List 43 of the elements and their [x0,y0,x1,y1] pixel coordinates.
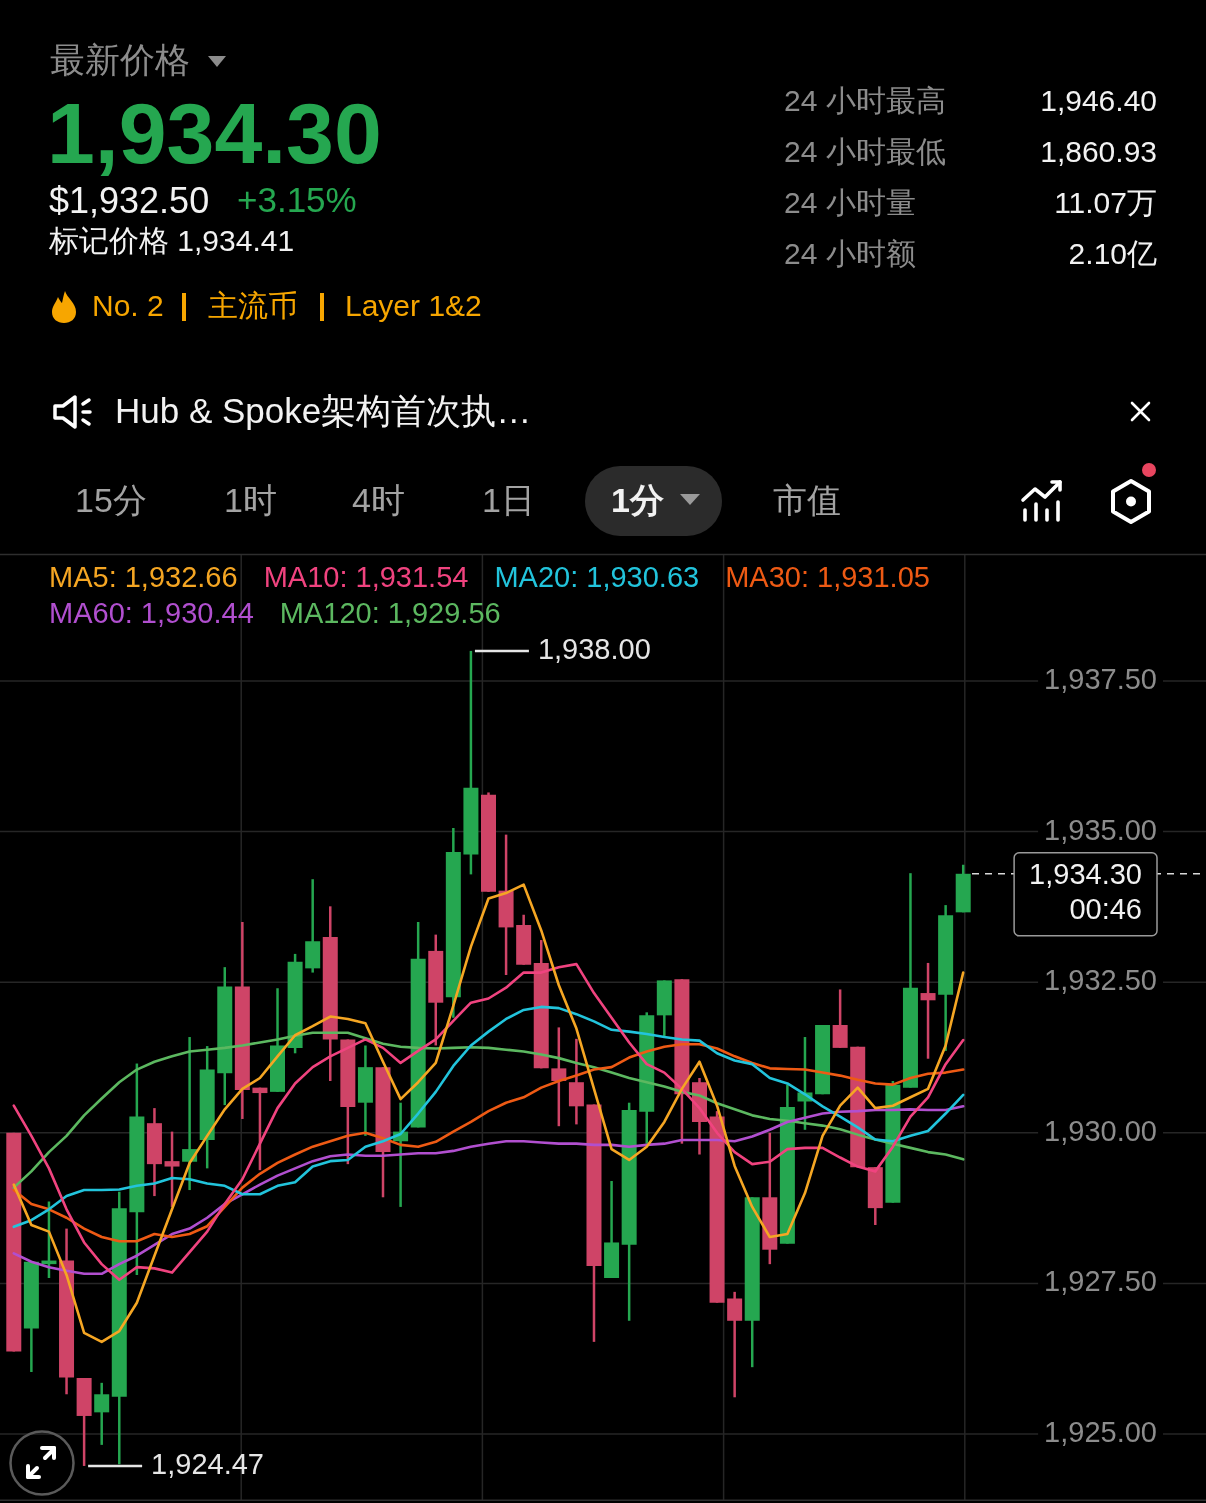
y-tick-label: 1,932.50 [1044,964,1157,997]
text: MA10: 1,931.54 [263,560,469,595]
y-tick-label: 1,930.00 [1044,1114,1157,1147]
annotation: 1,938.00 [537,632,651,665]
annotation: 1,924.47 [151,1447,265,1480]
text: Hub & Spoke架构首次执… [115,390,532,433]
text: 24 小时额 [784,236,916,273]
text: 主流币 [208,288,298,325]
candlestick [832,988,848,1050]
annotation: 00:46 [1069,892,1142,925]
text: 1,946.40 [1040,83,1157,120]
text: 15分 [75,479,147,521]
candlestick [920,961,936,1060]
candlestick [164,1130,180,1209]
y-tick-label: 1,937.50 [1044,663,1157,696]
text: 1,860.93 [1040,134,1157,171]
candlestick [94,1381,110,1447]
text: 4时 [352,479,405,521]
text: 标记价格 1,934.41 [49,223,295,260]
y-tick-label: 1,927.50 [1044,1265,1157,1298]
text: MA60: 1,930.44 [49,595,254,631]
text: 1分 [611,479,664,521]
text: 1时 [224,479,277,521]
text: 11.07万 [1054,185,1157,222]
text: 1日 [482,479,535,521]
text: 24 小时量 [784,185,916,222]
candlestick [252,1086,268,1172]
ref-line-label: 1,934.30 [1029,857,1142,890]
y-tick-label: 1,935.00 [1044,813,1157,846]
text: 24 小时最高 [784,83,946,120]
text: 市值 [773,479,841,521]
text: 2.10亿 [1068,236,1157,273]
text: Layer 1&2 [345,288,482,325]
candlestick [551,1026,567,1128]
text: MA5: 1,932.66 [49,560,238,595]
text: 24 小时最低 [784,134,946,171]
text: No. 2 [92,288,164,325]
candlestick [727,1290,743,1399]
y-tick-label: 1,925.00 [1044,1416,1157,1449]
text: MA20: 1,930.63 [494,560,700,595]
text: MA30: 1,931.05 [725,560,930,595]
text: MA120: 1,929.56 [279,595,501,631]
text: 最新价格 [50,39,190,82]
